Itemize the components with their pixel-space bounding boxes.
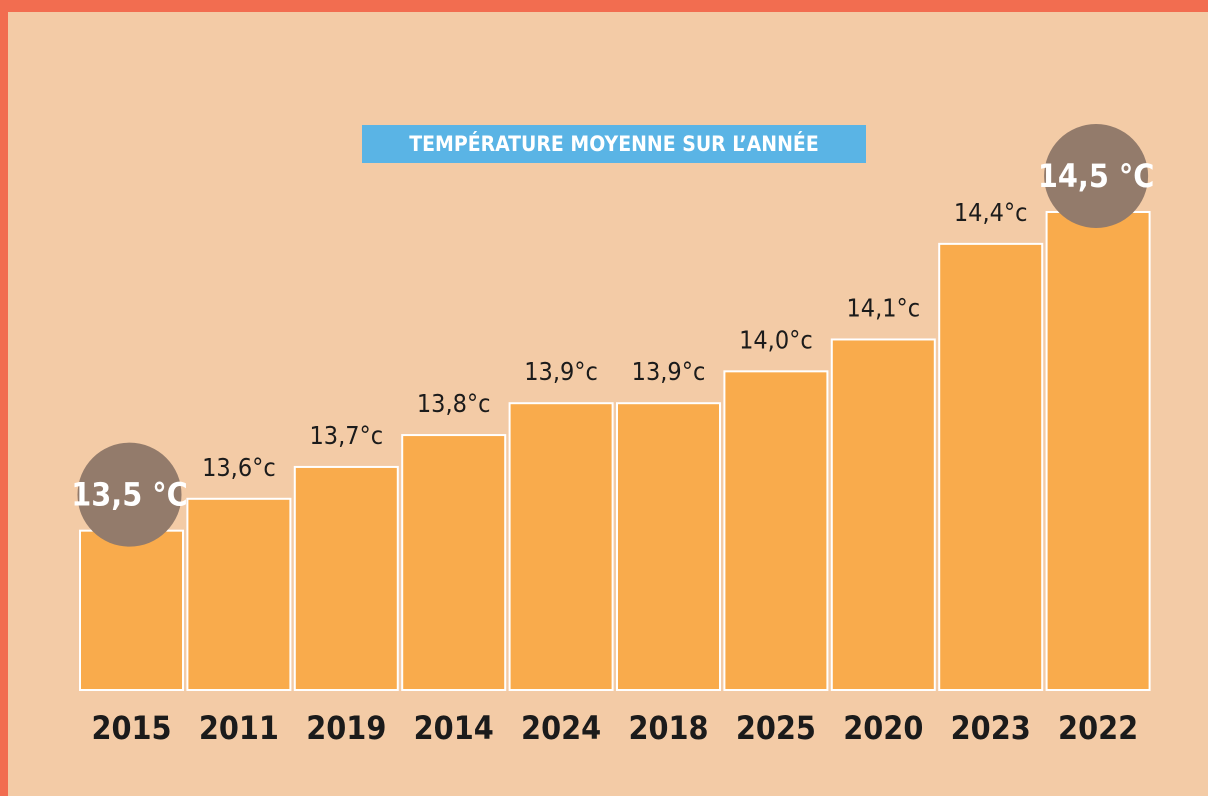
title-box [362, 125, 866, 163]
highlight-circle [1044, 124, 1149, 228]
highlight-circle [77, 442, 182, 547]
bar [830, 338, 936, 691]
x-tick-label: 2022 [1058, 709, 1138, 747]
value-label: 13,8°c [417, 389, 491, 418]
bar [79, 529, 184, 692]
bar [293, 465, 399, 691]
bar [723, 370, 829, 691]
bar [401, 434, 507, 692]
bar [186, 497, 292, 691]
x-tick-label: 2014 [414, 709, 494, 747]
x-tick-label: 2020 [843, 709, 923, 747]
x-tick-label: 2018 [628, 709, 708, 747]
bar [508, 402, 614, 691]
x-tick-label: 2025 [736, 709, 816, 747]
x-tick-label: 2019 [306, 709, 386, 747]
x-tick-label: 2011 [199, 709, 279, 747]
x-tick-label: 2024 [521, 709, 601, 747]
value-label: 13,6°c [202, 453, 276, 482]
bar [1045, 211, 1151, 691]
chart-title: TEMPÉRATURE MOYENNE SUR L’ANNÉE [409, 131, 819, 156]
bar [616, 402, 721, 691]
value-label: 14,0°c [739, 325, 813, 354]
value-label: 13,9°c [524, 357, 598, 386]
x-tick-label: 2015 [91, 709, 171, 747]
value-label: 13,9°c [632, 357, 706, 386]
bar [938, 242, 1044, 691]
value-label: 13,5 °C [71, 476, 188, 514]
value-label: 14,1°c [846, 293, 920, 322]
value-label: 13,7°c [309, 421, 383, 450]
value-label: 14,4°c [954, 198, 1028, 227]
value-label: 14,5 °C [1038, 157, 1155, 195]
x-tick-label: 2023 [951, 709, 1031, 747]
